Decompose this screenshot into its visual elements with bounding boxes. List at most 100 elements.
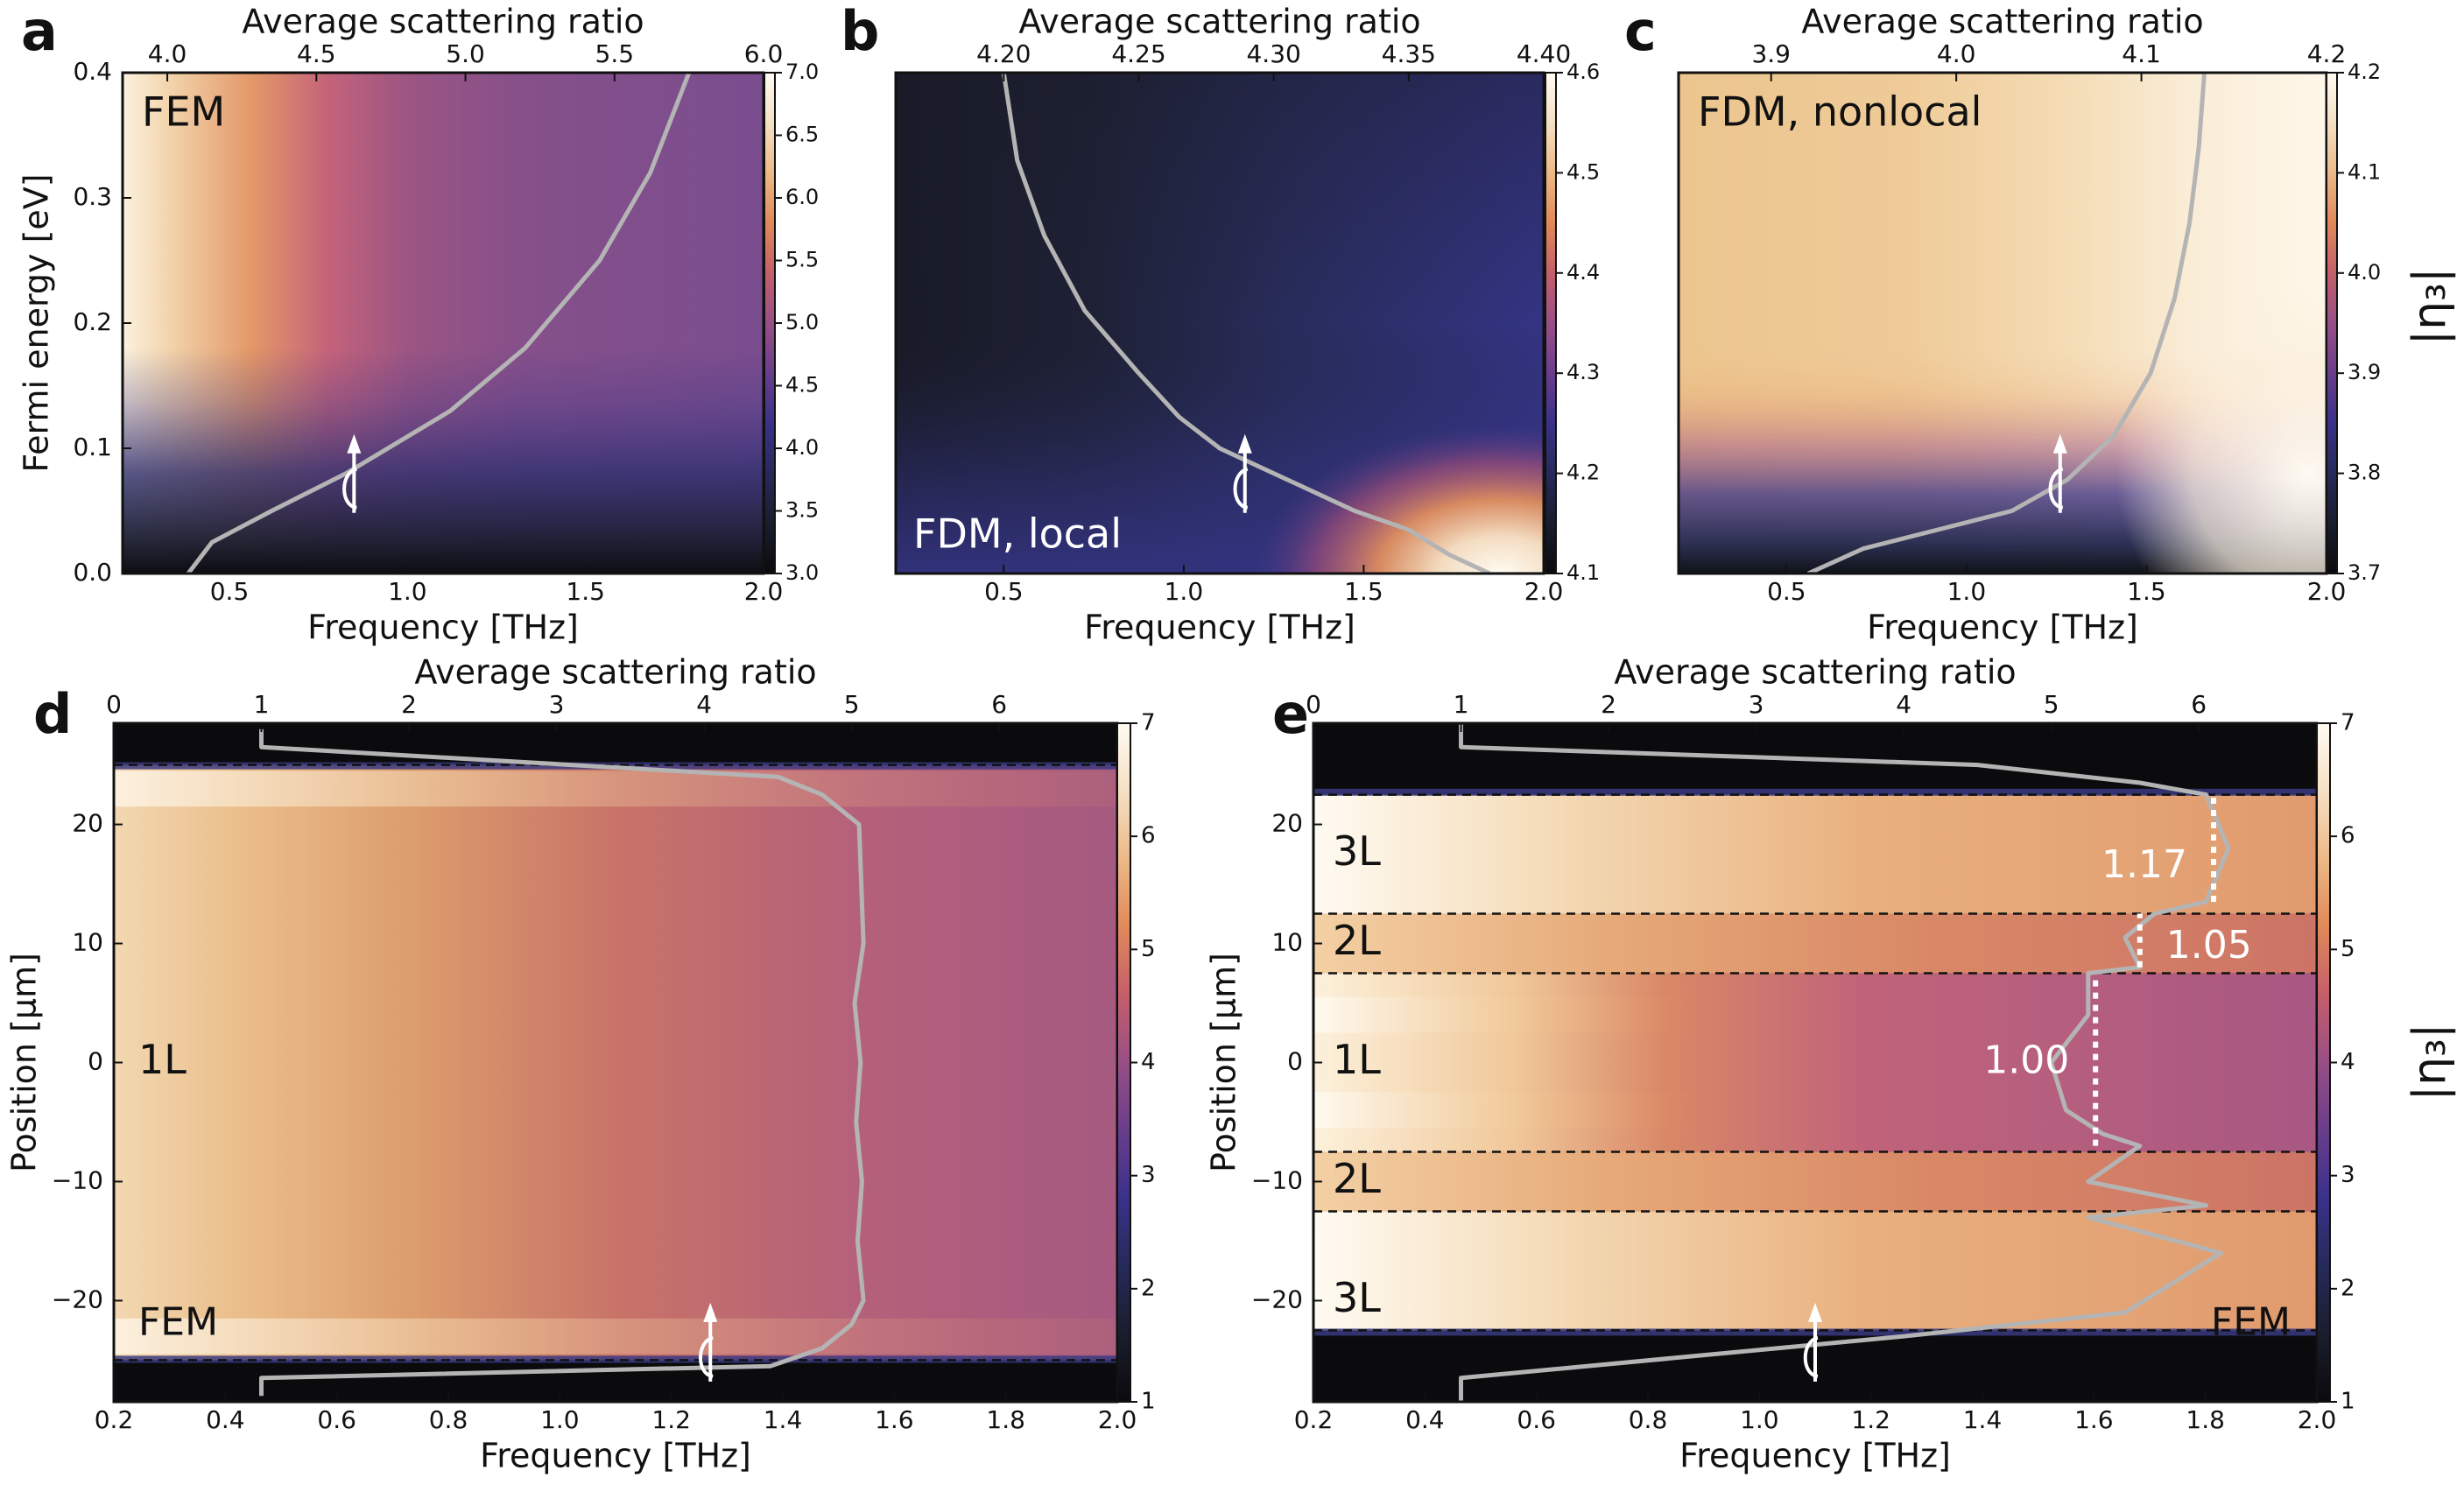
rotation-arrow-head bbox=[703, 1302, 718, 1322]
colorbar-tick-label: 3.7 bbox=[2348, 560, 2381, 585]
colorbar-tick-label: 1 bbox=[2341, 1389, 2355, 1415]
colorbar-tick-label: 6.0 bbox=[785, 185, 819, 209]
panel-b-frame bbox=[894, 71, 1545, 575]
colorbar-tick-label: 1 bbox=[1141, 1389, 1156, 1415]
top-tick-label: 4.0 bbox=[1937, 39, 1976, 68]
top-tick-label: 0 bbox=[1306, 690, 1321, 719]
x-tick-label: 0.2 bbox=[1294, 1405, 1334, 1434]
colorbar-tick-label: 6 bbox=[2341, 823, 2355, 849]
colorbar-tick-label: 7 bbox=[1141, 710, 1156, 736]
colorbar-tick-label: 5 bbox=[2341, 936, 2355, 962]
panel-letter-d: d bbox=[33, 682, 72, 746]
x-tick-label: 0.5 bbox=[984, 577, 1024, 606]
x-tick-label: 2.0 bbox=[2298, 1405, 2337, 1434]
method-label: FDM, nonlocal bbox=[1698, 88, 1982, 136]
top-axis-label: Average scattering ratio bbox=[1614, 653, 2016, 692]
layer-label: 3L bbox=[1333, 827, 1381, 875]
x-tick-label: 1.5 bbox=[566, 577, 605, 606]
colorbar-tick-label: 3 bbox=[2341, 1162, 2355, 1188]
y-tick-label: −20 bbox=[1251, 1284, 1303, 1313]
y-tick-label: 10 bbox=[72, 928, 103, 957]
panel-letter-c: c bbox=[1624, 0, 1657, 63]
colorbar-tick-label: 4.6 bbox=[1566, 60, 1600, 84]
x-tick-label: 0.5 bbox=[210, 577, 250, 606]
top-tick-label: 3 bbox=[1749, 690, 1764, 719]
x-axis-label: Frequency [THz] bbox=[307, 609, 579, 647]
y-tick-label: 0.2 bbox=[73, 307, 112, 336]
y-tick-label: 0 bbox=[1287, 1047, 1303, 1076]
rotation-arrow-head bbox=[2052, 433, 2067, 454]
method-label: FDM, local bbox=[913, 510, 1122, 558]
x-tick-label: 1.0 bbox=[1947, 577, 1987, 606]
top-tick-label: 5 bbox=[2044, 690, 2059, 719]
colorbar-tick-label: 3.0 bbox=[785, 560, 819, 585]
top-tick-label: 4.2 bbox=[2307, 39, 2347, 68]
colorbar-tick-label: 4.3 bbox=[1566, 360, 1600, 384]
y-axis-label: Position [μm] bbox=[1205, 953, 1243, 1172]
y-axis-label: Fermi energy [eV] bbox=[18, 173, 56, 472]
x-tick-label: 0.8 bbox=[1629, 1405, 1668, 1434]
y-axis-label: Position [μm] bbox=[5, 953, 44, 1172]
y-tick-label: −20 bbox=[52, 1284, 103, 1313]
top-tick-label: 5 bbox=[844, 690, 860, 719]
frame-layer bbox=[112, 71, 2344, 1404]
top-axis-label: Average scattering ratio bbox=[242, 3, 644, 41]
colorbar-title: |η₃| bbox=[2404, 1024, 2456, 1101]
top-tick-label: 1 bbox=[254, 690, 270, 719]
ratio-label: 1.17 bbox=[2101, 842, 2187, 887]
x-tick-label: 2.0 bbox=[2307, 577, 2347, 606]
method-label: FEM bbox=[142, 88, 225, 136]
colorbar-tick-label: 6.5 bbox=[785, 123, 819, 147]
top-tick-label: 5.5 bbox=[595, 39, 635, 68]
x-tick-label: 2.0 bbox=[1098, 1405, 1137, 1434]
top-tick-label: 5.0 bbox=[446, 39, 485, 68]
ratio-label: 1.00 bbox=[1983, 1038, 2069, 1083]
heatmap-outside-bottom bbox=[114, 1360, 1117, 1402]
colorbar-tick-label: 4.1 bbox=[1566, 560, 1600, 585]
colorbar-tick-label: 4.5 bbox=[1566, 159, 1600, 184]
colorbar-title: |η₃| bbox=[2404, 268, 2456, 346]
method-label: FEM bbox=[138, 1300, 218, 1345]
top-tick-label: 4.0 bbox=[148, 39, 187, 68]
heatmap-layer-band bbox=[1313, 1151, 2317, 1212]
top-tick-label: 4.5 bbox=[297, 39, 336, 68]
x-axis-label: Frequency [THz] bbox=[480, 1437, 751, 1475]
colorbar-tick-label: 4.4 bbox=[1566, 260, 1600, 285]
top-tick-label: 4.1 bbox=[2122, 39, 2161, 68]
x-tick-label: 1.6 bbox=[2074, 1405, 2114, 1434]
x-tick-label: 1.4 bbox=[764, 1405, 803, 1434]
colorbar-tick-label: 3.8 bbox=[2348, 461, 2381, 485]
rotation-arrow-icon bbox=[1233, 433, 1252, 513]
x-tick-label: 0.6 bbox=[317, 1405, 356, 1434]
panel-a-colorbar bbox=[764, 72, 776, 574]
scattering-ratio-curve bbox=[1459, 723, 2231, 1402]
top-axis-label: Average scattering ratio bbox=[1801, 3, 2203, 41]
y-tick-label: −10 bbox=[1251, 1165, 1303, 1194]
y-tick-label: −10 bbox=[52, 1165, 103, 1194]
panel-c-heatmap bbox=[1679, 73, 2327, 574]
x-tick-label: 1.0 bbox=[388, 577, 427, 606]
x-tick-label: 2.0 bbox=[744, 577, 784, 606]
layer-label: 2L bbox=[1333, 917, 1381, 964]
rotation-arrow-icon bbox=[1803, 1302, 1822, 1382]
heatmap-field bbox=[114, 723, 1117, 1402]
colorbar-tick-label: 5.0 bbox=[785, 310, 819, 334]
top-tick-label: 4.25 bbox=[1111, 39, 1165, 68]
heatmap-outside-top bbox=[114, 723, 1117, 765]
panel-d-colorbar bbox=[1116, 722, 1131, 1403]
colorbar-tick-label: 6 bbox=[1141, 823, 1156, 849]
panel-e-colorbar bbox=[2316, 722, 2331, 1403]
heatmap-edge-glow-top bbox=[114, 771, 1117, 807]
rotation-arrow-icon bbox=[2048, 433, 2067, 513]
x-axis-label: Frequency [THz] bbox=[1084, 609, 1355, 647]
x-tick-label: 0.2 bbox=[95, 1405, 134, 1434]
colorbar-tick-label: 4.0 bbox=[785, 435, 819, 460]
panel-d-heatmap bbox=[114, 723, 1117, 1402]
colorbar-tick-label: 4.2 bbox=[1566, 461, 1600, 485]
x-tick-label: 0.8 bbox=[429, 1405, 468, 1434]
x-tick-label: 1.4 bbox=[1963, 1405, 2003, 1434]
panel-b-heatmap bbox=[896, 73, 1544, 574]
y-tick-label: 0.3 bbox=[73, 182, 112, 211]
x-tick-label: 1.8 bbox=[986, 1405, 1025, 1434]
